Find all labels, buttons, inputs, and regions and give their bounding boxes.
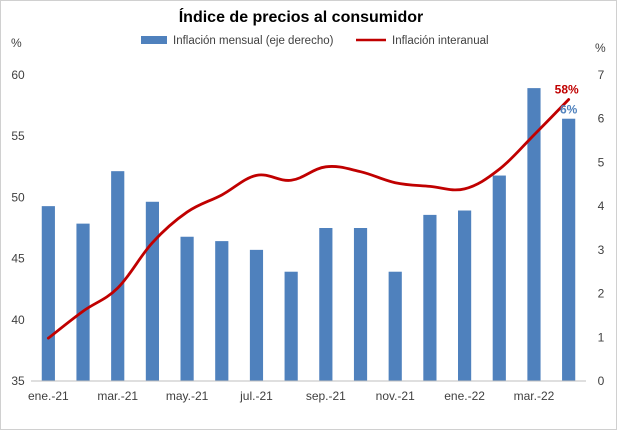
bar xyxy=(249,249,264,381)
bar xyxy=(562,118,576,381)
right-tick-label: 2 xyxy=(598,287,605,301)
line-series xyxy=(46,98,571,340)
line-last-data-label: 58% xyxy=(555,82,579,96)
right-tick-label: 1 xyxy=(598,330,605,344)
x-tick-label: ene.-22 xyxy=(444,389,485,403)
left-tick-label: 40 xyxy=(11,313,25,327)
bar-series xyxy=(41,88,576,381)
bar xyxy=(284,271,298,381)
bar xyxy=(492,175,506,381)
left-tick-label: 45 xyxy=(11,252,25,266)
right-axis: 0 1 2 3 4 5 6 7 xyxy=(598,68,605,388)
bar xyxy=(145,201,159,381)
bar xyxy=(41,206,55,381)
right-tick-label: 0 xyxy=(598,374,605,388)
x-tick-label: sep.-21 xyxy=(306,389,346,403)
bar xyxy=(76,223,90,381)
right-tick-label: 7 xyxy=(598,68,605,82)
right-tick-label: 5 xyxy=(598,155,605,169)
x-tick-label: ene.-21 xyxy=(28,389,69,403)
bar-last-data-label: 6% xyxy=(560,103,578,117)
legend-line-label: Inflación interanual xyxy=(392,35,489,47)
right-tick-label: 6 xyxy=(598,112,605,126)
bar xyxy=(215,241,229,381)
bar xyxy=(458,210,472,381)
left-tick-label: 60 xyxy=(11,68,25,82)
x-tick-label: mar.-22 xyxy=(514,389,555,403)
left-axis: 35 40 45 50 55 60 xyxy=(11,68,25,388)
bar xyxy=(353,228,368,381)
bar xyxy=(423,214,437,381)
legend-bar-label: Inflación mensual (eje derecho) xyxy=(173,35,334,47)
legend: Inflación mensual (eje derecho) Inflació… xyxy=(141,35,489,47)
x-axis: ene.-21 mar.-21 may.-21 jul.-21 sep.-21 nov.-… xyxy=(28,389,555,403)
right-tick-label: 4 xyxy=(598,199,605,213)
left-tick-label: 50 xyxy=(11,190,25,204)
bar xyxy=(388,271,402,381)
chart-title: Índice de precios al consumidor xyxy=(179,7,424,26)
right-tick-label: 3 xyxy=(598,243,605,257)
bar xyxy=(319,228,333,381)
x-tick-label: mar.-21 xyxy=(97,389,138,403)
x-tick-label: jul.-21 xyxy=(239,389,273,403)
left-axis-unit: % xyxy=(11,36,22,50)
bar xyxy=(180,236,194,381)
left-tick-label: 35 xyxy=(11,374,25,388)
left-tick-label: 55 xyxy=(11,129,25,143)
right-axis-unit: % xyxy=(595,41,606,55)
x-tick-label: nov.-21 xyxy=(376,389,415,403)
bar xyxy=(527,88,541,381)
line-path xyxy=(46,98,571,340)
x-tick-label: may.-21 xyxy=(166,389,209,403)
legend-bar-swatch xyxy=(141,36,167,44)
bar xyxy=(111,171,125,381)
